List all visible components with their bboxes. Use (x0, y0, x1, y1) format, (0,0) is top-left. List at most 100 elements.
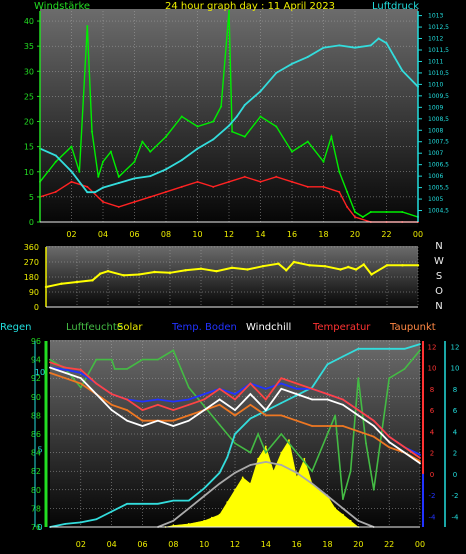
humidity-point (126, 368, 128, 370)
temp-tick-label: 0 (430, 471, 434, 479)
rain-point (126, 502, 128, 505)
temp-tick-label-right: 2 (453, 450, 457, 458)
x-tick-label: 10 (192, 230, 202, 239)
temperature-point (372, 419, 375, 422)
solar-point (226, 501, 229, 504)
wind-gust-point (180, 115, 183, 118)
solar-point (257, 457, 260, 460)
rain-point (79, 521, 82, 524)
humidity-point (95, 358, 98, 361)
wind-gust-point (165, 135, 167, 138)
temperature-point (280, 377, 283, 380)
wind-direction-point (339, 268, 342, 271)
x-tick-label: 00 (415, 540, 425, 549)
humidity-point (342, 498, 344, 500)
solar-point (342, 513, 344, 516)
rain-tick-label: 0 (37, 523, 42, 532)
humidity-tick-label: 96 (31, 337, 41, 346)
temp-tick-label: 10 (428, 365, 437, 373)
wind-avg-point (275, 175, 278, 178)
windchill-point (126, 419, 128, 422)
humidity-tick-label: 86 (31, 430, 41, 439)
wind-gust-point (212, 120, 215, 123)
temperature-point (419, 457, 421, 459)
legend-item: Regen (0, 322, 32, 333)
wind-direction-point (137, 273, 141, 276)
x-tick-label: 22 (384, 540, 394, 549)
solar-theory-point (357, 519, 360, 522)
x-tick-label: 20 (353, 540, 363, 549)
series-group (44, 260, 420, 289)
humidity-point (157, 358, 159, 361)
humidity-tick-label: 80 (31, 486, 41, 495)
solar-point (349, 519, 352, 522)
soil-temp-point (64, 368, 67, 371)
wind-direction-point (230, 266, 234, 270)
solar-theory-point (234, 471, 236, 474)
wind-gust-point (330, 135, 333, 138)
windchill-point (234, 409, 236, 411)
temperature-point (403, 446, 406, 449)
wind-avg-point (54, 190, 57, 193)
rain-point (388, 347, 391, 350)
pressure-point (235, 115, 238, 118)
windchill-point (49, 366, 51, 369)
right-tick-label: 1012,5 (428, 24, 449, 31)
humidity-point (141, 358, 144, 361)
pressure-point (102, 186, 104, 189)
wind-gust-point (306, 140, 309, 143)
soil-temp-point (264, 387, 267, 390)
humidity-point (372, 488, 375, 491)
soil-temp-point (295, 387, 298, 390)
left-tick-label: 0 (29, 218, 34, 227)
windchill-point (326, 398, 329, 401)
wind-direction-point (370, 273, 373, 276)
legend-item: Temp. Boden (171, 322, 237, 333)
solar-point (241, 476, 244, 479)
windchill-point (110, 409, 113, 411)
temperature-point (157, 403, 159, 406)
rain-point (187, 499, 190, 502)
wind-direction-point (168, 271, 172, 275)
wind-gust-point (196, 125, 199, 128)
dewpoint-point (372, 435, 375, 438)
dewpoint-point (218, 403, 221, 406)
windchill-point (187, 419, 190, 422)
wind-avg-point (212, 185, 215, 188)
pressure-point (259, 90, 262, 93)
left-tick-label: 270 (24, 258, 39, 267)
humidity-point (295, 451, 298, 454)
right-tick-label: 1009,5 (428, 93, 449, 100)
solar-point (288, 439, 290, 442)
wind-gust-point (102, 160, 104, 163)
humidity-point (172, 349, 175, 352)
pressure-point (275, 71, 278, 74)
wind-avg-point (306, 185, 309, 188)
temp-tick-label: 4 (430, 428, 435, 436)
humidity-point (49, 358, 51, 361)
wind-direction-point (261, 264, 265, 268)
wind-gust-point (354, 210, 356, 213)
windchill-point (203, 409, 206, 411)
humidity-point (113, 368, 116, 370)
wind-avg-point (322, 185, 325, 188)
wind-gust-point (346, 190, 349, 193)
dewpoint-point (126, 409, 128, 411)
pressure-point (377, 37, 380, 40)
left-tick-label: 5 (29, 193, 34, 202)
rain-tick-label: 10 (35, 368, 45, 377)
dewpoint-point (172, 419, 175, 422)
left-tick-label: 360 (24, 243, 39, 252)
wind-gust-point (220, 105, 223, 108)
left-tick-label: 25 (24, 92, 34, 101)
rain-line (49, 343, 421, 528)
rain-point (249, 417, 252, 420)
dewpoint-point (79, 382, 82, 385)
pressure-point (401, 69, 404, 72)
pressure-point (385, 42, 388, 45)
pressure-point (54, 154, 57, 157)
solar-point (249, 482, 252, 485)
pressure-point (291, 62, 293, 65)
